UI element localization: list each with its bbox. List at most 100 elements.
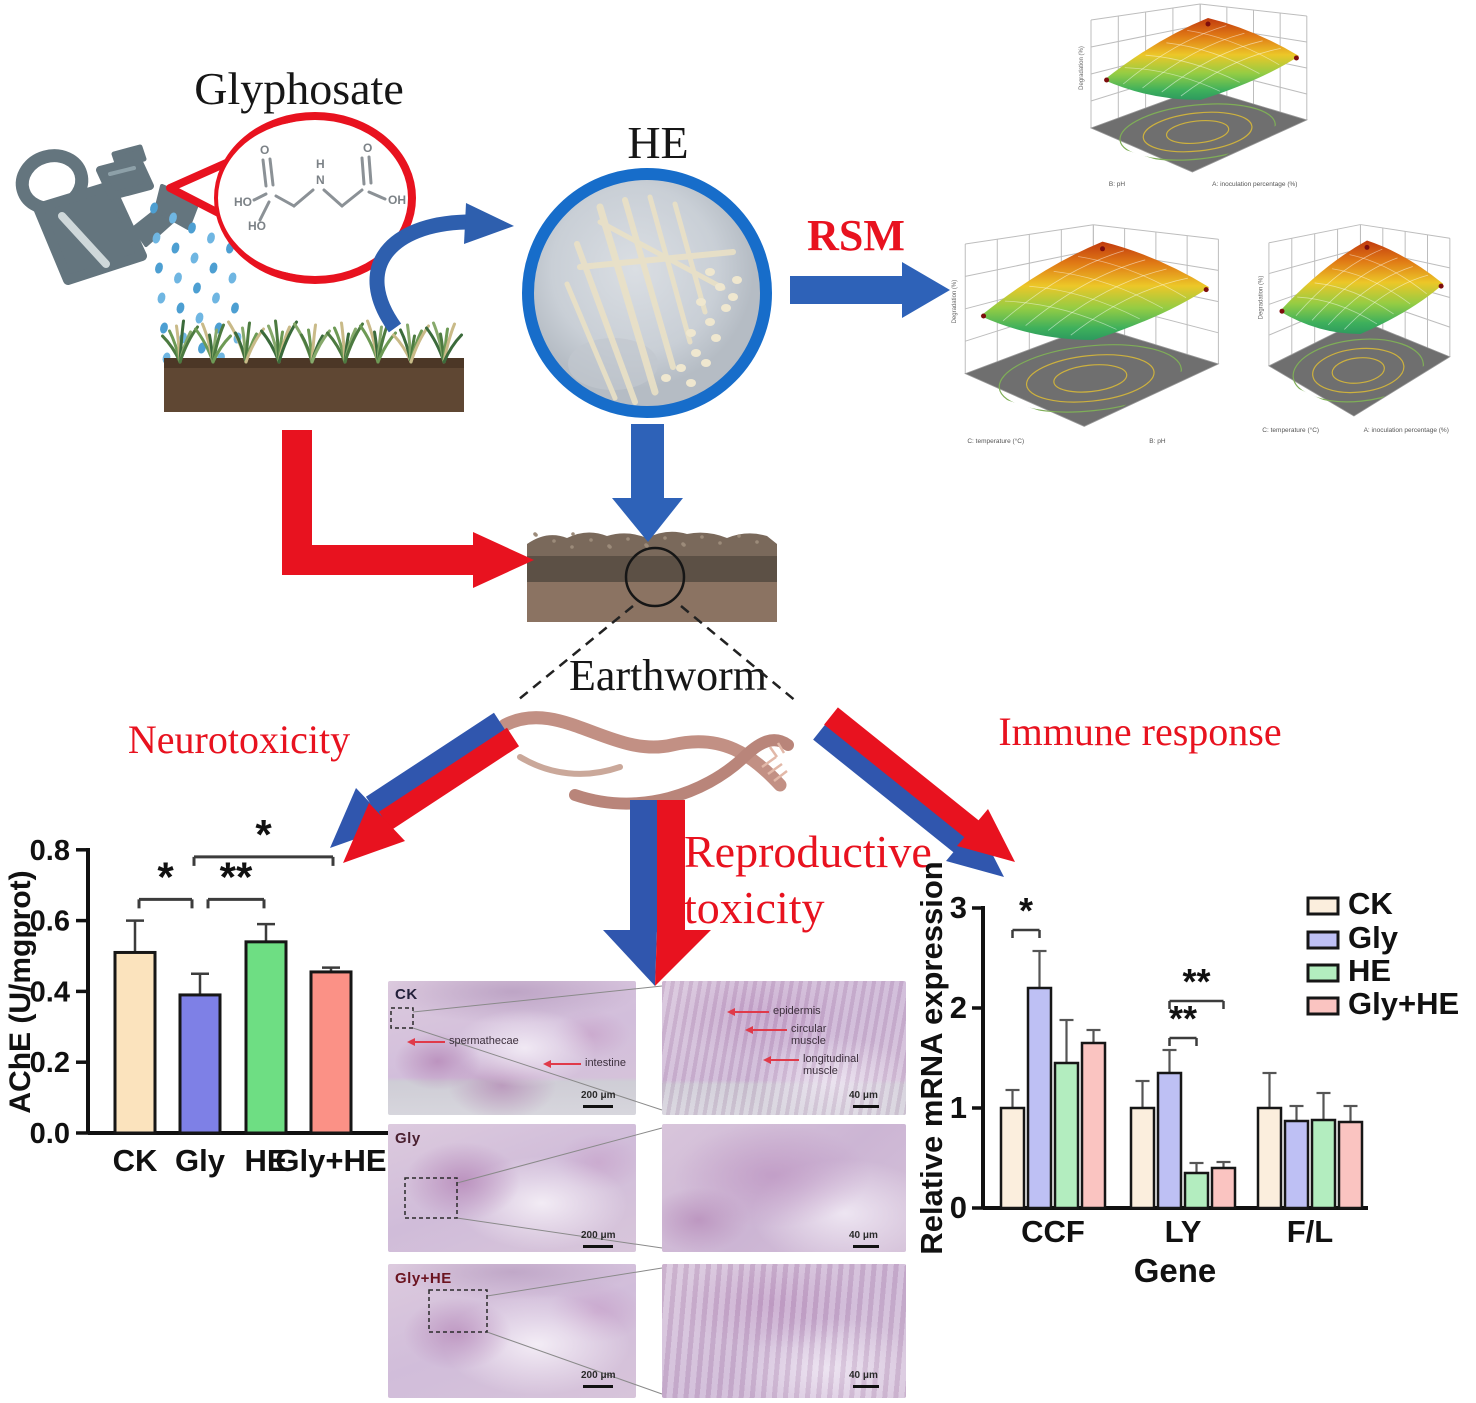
- colony-dot: [721, 304, 731, 312]
- histology-annotation-overlay: [390, 985, 879, 1395]
- histology-row-label-glyhe: Gly+HE: [395, 1270, 452, 1287]
- svg-text:*: *: [157, 853, 174, 900]
- droplet: [169, 212, 177, 224]
- droplet: [195, 312, 204, 324]
- droplet: [160, 322, 168, 334]
- svg-text:0.8: 0.8: [30, 835, 70, 867]
- watering-can-icon: [15, 144, 200, 285]
- svg-text:HO: HO: [234, 195, 252, 209]
- svg-text:2: 2: [950, 990, 967, 1025]
- annotation-epidermis: epidermis: [773, 1005, 821, 1017]
- colony-dot: [686, 329, 696, 337]
- rsm-plot-bottom-right: Degradation (%) C: temperature (°C) A: ino…: [1258, 224, 1451, 434]
- svg-text:1: 1: [950, 1090, 967, 1125]
- annotation-longitudinal-muscle: longitudinal muscle: [803, 1053, 859, 1077]
- annotation-circular-muscle: circular muscle: [791, 1023, 827, 1047]
- histology-glyhe-low-mag: [388, 1264, 636, 1398]
- droplet: [176, 302, 185, 314]
- legend-swatch-Gly: [1306, 930, 1340, 950]
- svg-text:C: temperature (°C): C: temperature (°C): [967, 437, 1024, 445]
- svg-text:*: *: [1019, 890, 1033, 931]
- droplet: [207, 232, 215, 244]
- colony-dot: [691, 349, 701, 357]
- colony-dot: [715, 283, 725, 291]
- red-l-arrow: [282, 430, 534, 588]
- svg-text:CK: CK: [1348, 886, 1393, 921]
- scalebar-glyhe-right: 40 μm: [849, 1370, 878, 1381]
- svg-text:**: **: [220, 853, 253, 900]
- svg-text:F/L: F/L: [1287, 1214, 1334, 1249]
- petri-dish-he-strain: [522, 168, 772, 418]
- colony-dot: [711, 334, 721, 342]
- svg-text:A: inoculation percentage (%): A: inoculation percentage (%): [1212, 181, 1297, 188]
- colony-dot: [732, 276, 742, 284]
- svg-text:CK: CK: [113, 1143, 158, 1178]
- colony-dot: [705, 268, 715, 276]
- earthworm-illustration: [498, 711, 794, 810]
- svg-text:Gene: Gene: [1134, 1252, 1217, 1289]
- svg-text:Relative mRNA expression: Relative mRNA expression: [914, 861, 949, 1254]
- svg-text:OH: OH: [388, 193, 406, 207]
- mrna-bar-Gly+HE-LY: [1210, 1166, 1237, 1210]
- reproductive-toxicity-label: Reproductive toxicity: [684, 826, 932, 934]
- droplet: [190, 252, 199, 264]
- svg-text:AChE (U/mgprot): AChE (U/mgprot): [4, 870, 37, 1113]
- rsm-plot-bottom-left: Degradation (%) C: temperature (°C) B: pH: [952, 224, 1220, 445]
- droplet: [188, 222, 196, 234]
- histology-glyhe-high-mag: [662, 1264, 906, 1398]
- droplet: [152, 232, 161, 244]
- soil-block: [527, 531, 777, 622]
- mrna-bar-Gly+HE-CCF: [1080, 1041, 1107, 1210]
- ache-bar-HE: [244, 940, 288, 1135]
- droplet: [228, 272, 237, 284]
- svg-text:Gly: Gly: [175, 1143, 226, 1178]
- svg-text:HE: HE: [244, 1143, 287, 1178]
- histology-ck-high-mag: [662, 981, 906, 1115]
- svg-text:O: O: [363, 141, 372, 155]
- rsm-arrow: [790, 262, 950, 318]
- svg-text:0.6: 0.6: [30, 906, 70, 938]
- colony-dot: [676, 364, 686, 372]
- svg-text:Degradation (%): Degradation (%): [1079, 46, 1085, 90]
- annotation-spermathecae: spermathecae: [449, 1035, 519, 1047]
- svg-text:LY: LY: [1165, 1214, 1202, 1249]
- earthworm-label: Earthworm: [569, 651, 767, 700]
- droplet: [212, 292, 220, 304]
- colony-dot: [701, 359, 711, 367]
- histology-gly-low-mag: [388, 1124, 636, 1252]
- colony-dot: [728, 293, 738, 301]
- scalebar-gly-right: 40 μm: [849, 1230, 878, 1241]
- colony-dot: [696, 298, 706, 306]
- histology-row-label-ck: CK: [395, 986, 418, 1003]
- histology-row-label-gly: Gly: [395, 1130, 421, 1147]
- legend-swatch-CK: [1306, 896, 1340, 916]
- legend-swatch-HE: [1306, 963, 1340, 983]
- droplet: [150, 202, 158, 214]
- histology-panel: CK Gly Gly+HE spermathecae intestine epi…: [385, 978, 915, 1403]
- mrna-bar-CK-CCF: [999, 1106, 1026, 1210]
- glyphosate-title: Glyphosate: [194, 63, 404, 114]
- svg-text:3: 3: [950, 890, 967, 925]
- droplet: [198, 342, 206, 354]
- svg-text:Degradation (%): Degradation (%): [1258, 276, 1264, 320]
- svg-text:*: *: [255, 811, 272, 858]
- svg-text:N: N: [316, 173, 325, 187]
- droplet: [231, 302, 239, 314]
- glyphosate-structure: O HO HO HN O OH: [234, 141, 406, 233]
- droplet: [193, 282, 201, 294]
- grass-soil-strip: [161, 319, 464, 412]
- ache-bar-CK: [113, 950, 157, 1135]
- svg-text:B: pH: B: pH: [1149, 438, 1166, 445]
- svg-text:0.0: 0.0: [30, 1118, 70, 1150]
- immune-response-label: Immune response: [998, 709, 1282, 754]
- ache-bar-Gly+HE: [309, 970, 353, 1135]
- rsm-label: RSM: [807, 211, 905, 260]
- droplet: [155, 262, 163, 274]
- annotation-intestine: intestine: [585, 1057, 626, 1069]
- svg-text:Gly+HE: Gly+HE: [1348, 986, 1459, 1021]
- svg-text:**: **: [1169, 998, 1197, 1039]
- colony-dot: [705, 318, 715, 326]
- svg-text:CCF: CCF: [1021, 1214, 1085, 1249]
- histology-ck-low-mag: [388, 981, 636, 1115]
